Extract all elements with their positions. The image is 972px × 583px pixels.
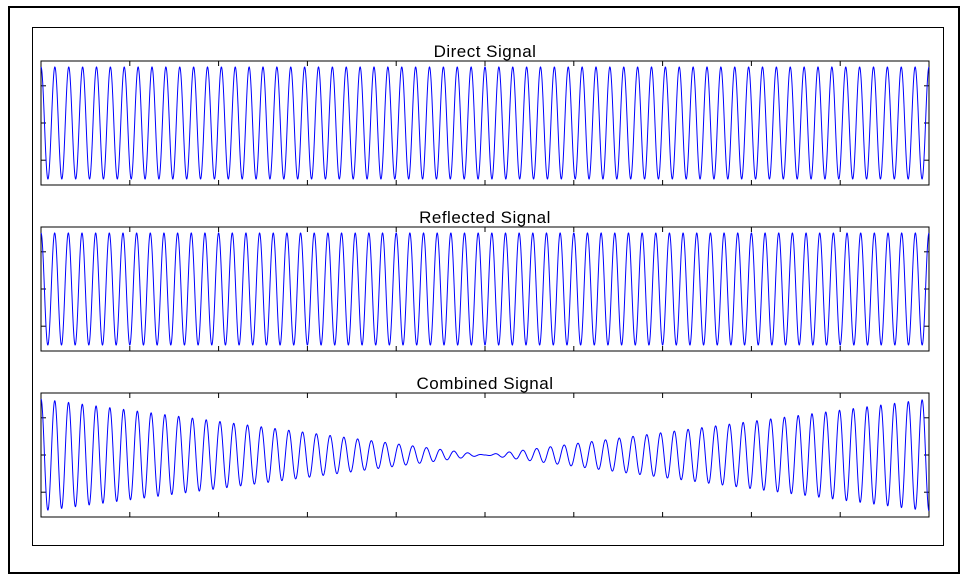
direct-signal-line [41,67,929,179]
combined-signal-line [41,399,929,511]
combined-signal-title: Combined Signal [417,374,554,393]
direct-signal-panel: Direct Signal [41,42,929,185]
reflected-signal-title: Reflected Signal [419,208,551,227]
reflected-signal-panel: Reflected Signal [41,208,929,351]
combined-signal-panel: Combined Signal [41,374,929,517]
direct-signal-title: Direct Signal [434,42,537,61]
reflected-signal-line [41,233,929,345]
